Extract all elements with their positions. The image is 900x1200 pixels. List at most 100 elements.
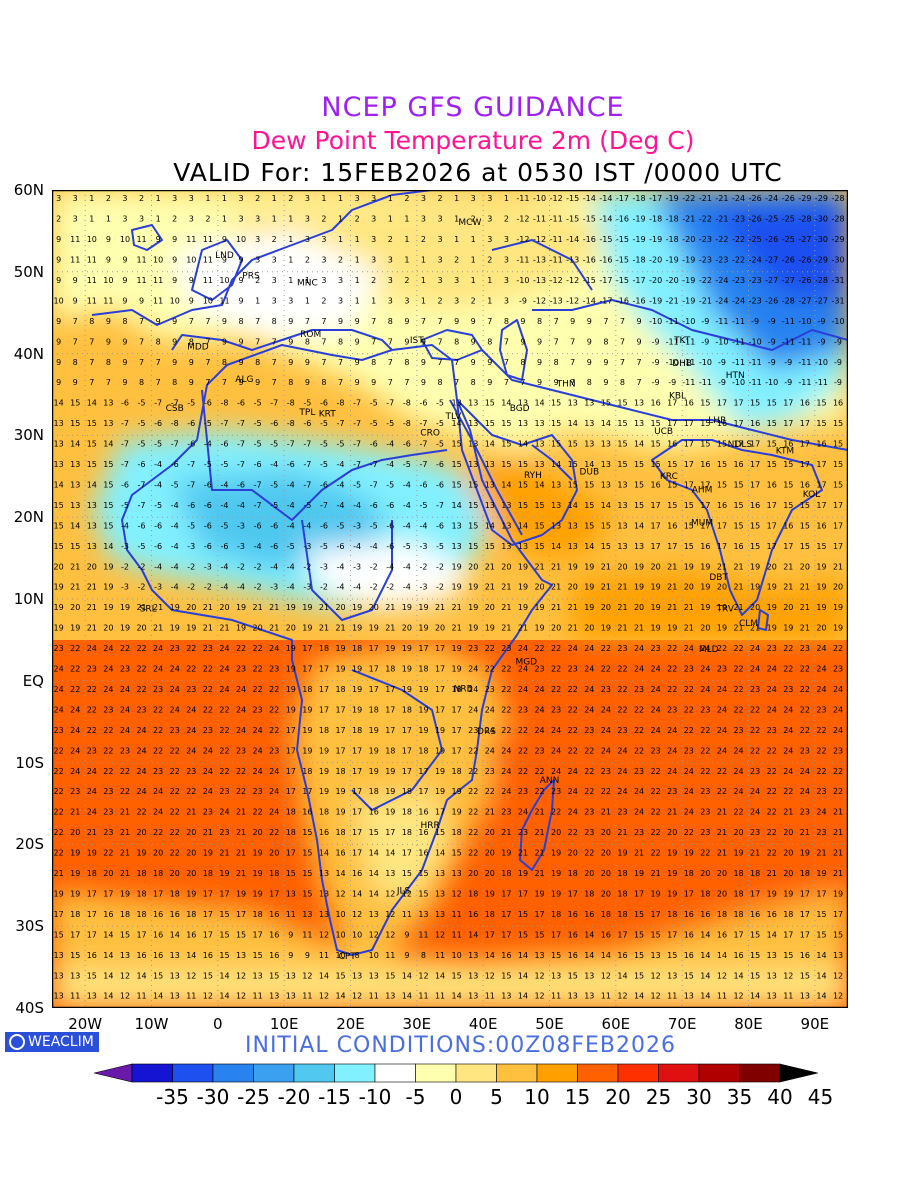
grid-value: 24 (584, 705, 594, 714)
grid-value: -16 (616, 296, 629, 305)
grid-value: 13 (54, 992, 64, 1001)
grid-value: -6 (320, 521, 328, 530)
grid-value: -12 (566, 276, 579, 285)
colorbar-label: 45 (801, 1085, 841, 1109)
grid-value: 18 (70, 910, 80, 919)
grid-value: 23 (518, 787, 528, 796)
lon-label: 10W (127, 1015, 177, 1033)
station-label: MUM (691, 518, 713, 528)
grid-value: 22 (551, 808, 561, 817)
grid-value: 17 (783, 930, 793, 939)
grid-value: 13 (485, 501, 495, 510)
grid-value: 1 (156, 194, 161, 203)
grid-value: 24 (767, 705, 777, 714)
station-label: HTN (726, 371, 745, 381)
grid-value: 22 (617, 705, 627, 714)
grid-value: 22 (219, 705, 229, 714)
grid-value: 23 (800, 644, 810, 653)
grid-value: 23 (767, 726, 777, 735)
grid-value: -2 (436, 583, 444, 592)
grid-value: 7 (570, 378, 575, 387)
grid-value: 8 (421, 951, 426, 960)
grid-value: 9 (338, 317, 343, 326)
grid-value: 20 (253, 624, 263, 633)
grid-value: 13 (170, 951, 180, 960)
grid-value: 18 (203, 869, 213, 878)
grid-value: 20 (485, 603, 495, 612)
grid-value: 19 (518, 869, 528, 878)
grid-value: 24 (551, 746, 561, 755)
shading-layer (52, 190, 848, 1008)
colorbar-cell (131, 1063, 173, 1083)
station-label: UCB (654, 427, 673, 437)
grid-value: 21 (833, 869, 843, 878)
grid-value: 23 (617, 644, 627, 653)
grid-value: 12 (352, 992, 362, 1001)
grid-value: -22 (715, 235, 728, 244)
grid-value: 23 (219, 787, 229, 796)
grid-value: -27 (798, 235, 811, 244)
grid-value: -10 (749, 337, 762, 346)
station-label: TKT (673, 336, 691, 346)
grid-value: 17 (767, 501, 777, 510)
grid-value: 21 (783, 808, 793, 817)
grid-value: 17 (667, 419, 677, 428)
grid-value: -3 (121, 583, 129, 592)
grid-value: 14 (103, 971, 113, 980)
grid-value: -7 (154, 399, 162, 408)
grid-value: 13 (568, 542, 578, 551)
grid-value: 7 (454, 378, 459, 387)
grid-value: 14 (319, 849, 329, 858)
grid-value: 15 (651, 930, 661, 939)
grid-value: 21 (120, 808, 130, 817)
grid-value: 11 (153, 276, 163, 285)
grid-value: 22 (584, 849, 594, 858)
grid-value: 15 (551, 419, 561, 428)
grid-value: 13 (767, 951, 777, 960)
grid-value: 7 (438, 337, 443, 346)
grid-value: 7 (438, 317, 443, 326)
grid-value: -6 (187, 419, 195, 428)
grid-value: 9 (189, 358, 194, 367)
grid-value: 21 (120, 869, 130, 878)
grid-value: 20 (335, 603, 345, 612)
grid-value: 9 (421, 337, 426, 346)
grid-value: -6 (204, 399, 212, 408)
grid-value: 14 (402, 971, 412, 980)
grid-value: 21 (601, 808, 611, 817)
grid-value: -19 (649, 296, 662, 305)
grid-value: 17 (501, 930, 511, 939)
grid-value: 15 (584, 521, 594, 530)
grid-value: 18 (617, 889, 627, 898)
grid-value: 24 (568, 644, 578, 653)
grid-value: 17 (800, 889, 810, 898)
grid-value: 14 (219, 992, 229, 1001)
grid-value: 22 (468, 787, 478, 796)
grid-value: -17 (633, 276, 646, 285)
grid-value: 19 (651, 889, 661, 898)
grid-value: 21 (136, 603, 146, 612)
grid-value: 3 (305, 194, 310, 203)
grid-value: -15 (566, 194, 579, 203)
grid-value: 15 (518, 460, 528, 469)
grid-value: 15 (684, 521, 694, 530)
grid-value: 2 (272, 235, 277, 244)
grid-value: 3 (321, 276, 326, 285)
grid-value: 21 (684, 624, 694, 633)
grid-value: 12 (319, 930, 329, 939)
grid-value: 23 (186, 767, 196, 776)
grid-value: 19 (418, 624, 428, 633)
grid-value: 9 (487, 358, 492, 367)
grid-value: 13 (269, 992, 279, 1001)
grid-value: -9 (834, 358, 842, 367)
grid-value: 16 (153, 951, 163, 960)
grid-value: 18 (584, 889, 594, 898)
grid-value: 24 (219, 808, 229, 817)
grid-value: 19 (352, 603, 362, 612)
grid-value: 17 (369, 685, 379, 694)
grid-value: 22 (634, 705, 644, 714)
grid-value: -11 (798, 337, 811, 346)
grid-value: 16 (800, 480, 810, 489)
grid-value: 22 (783, 787, 793, 796)
grid-value: 23 (269, 665, 279, 674)
